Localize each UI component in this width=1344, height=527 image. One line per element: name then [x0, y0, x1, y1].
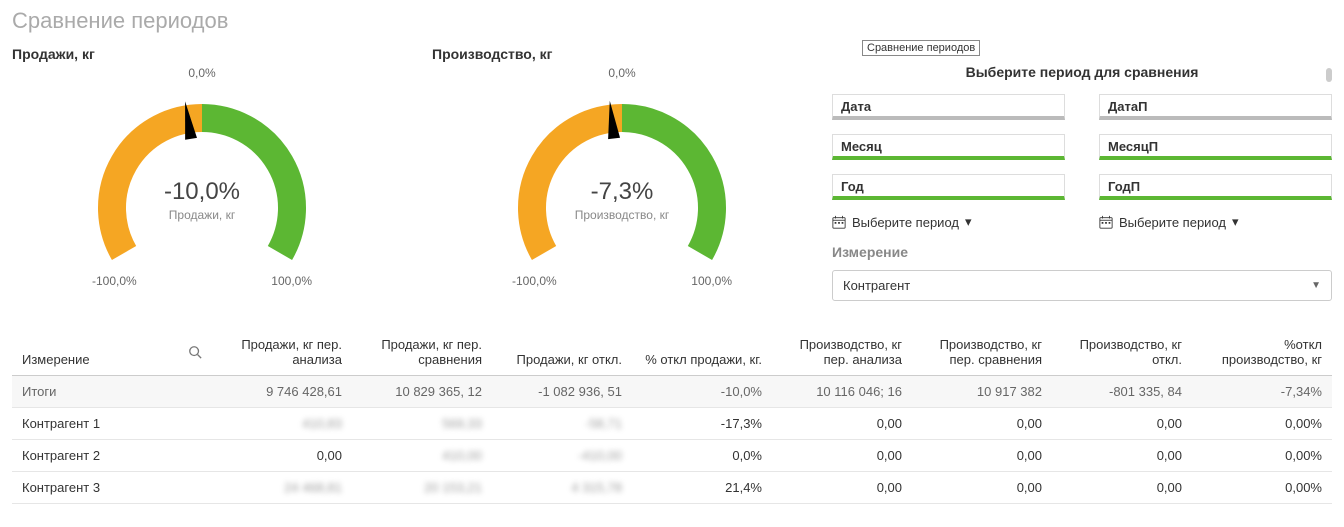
cell: 410,00 — [352, 440, 492, 472]
cell: 410,83 — [212, 408, 352, 440]
column-header: Производство, кг откл. — [1052, 329, 1192, 376]
gauge-min-label: -100,0% — [92, 274, 137, 288]
cell: 0,00% — [1192, 408, 1332, 440]
filter-месяцп[interactable]: МесяцП — [1099, 134, 1332, 160]
gauge-value: -10,0% — [52, 178, 352, 206]
chevron-down-icon: ▾ — [965, 214, 972, 230]
table-row: Контрагент 1410,83569,33-58,71-17,3%0,00… — [12, 408, 1332, 440]
column-header: Продажи, кг откл. — [492, 329, 632, 376]
gauge-sublabel: Производство, кг — [472, 208, 772, 222]
filter-месяц[interactable]: Месяц — [832, 134, 1065, 160]
cell: 0,00 — [1052, 408, 1192, 440]
cell: -410,00 — [492, 440, 632, 472]
gauge-zero-label: 0,0% — [608, 66, 635, 80]
column-header: Производство, кг пер. анализа — [772, 329, 912, 376]
chevron-down-icon: ▾ — [1232, 214, 1239, 230]
cell: 20 153,21 — [352, 472, 492, 504]
cell: 0,00% — [1192, 440, 1332, 472]
column-header: Продажи, кг пер. анализа — [212, 329, 352, 376]
cell: 10 829 365, 12 — [352, 376, 492, 408]
totals-row: Итоги9 746 428,6110 829 365, 12-1 082 93… — [12, 376, 1332, 408]
cell: -10,0% — [632, 376, 772, 408]
row-label: Контрагент 2 — [12, 440, 212, 472]
cell: 0,00 — [212, 440, 352, 472]
scrollbar-thumb[interactable] — [1326, 68, 1332, 82]
cell: 24 468,81 — [212, 472, 352, 504]
column-header: Продажи, кг пер. сравнения — [352, 329, 492, 376]
row-label: Контрагент 3 — [12, 472, 212, 504]
column-header: Измерение — [12, 329, 212, 376]
dimension-dropdown-value: Контрагент — [843, 278, 910, 293]
column-header: % откл продажи, кг. — [632, 329, 772, 376]
filter-датап[interactable]: ДатаП — [1099, 94, 1332, 120]
table-row: Контрагент 20,00410,00-410,000,0%0,000,0… — [12, 440, 1332, 472]
period-picker-right-label: Выберите период — [1119, 215, 1226, 230]
row-label: Итоги — [12, 376, 212, 408]
sidebar-badge: Сравнение периодов — [862, 40, 980, 56]
gauge-sublabel: Продажи, кг — [52, 208, 352, 222]
period-picker-left-label: Выберите период — [852, 215, 959, 230]
dimension-label: Измерение — [832, 244, 1332, 260]
cell: -1 082 936, 51 — [492, 376, 632, 408]
gauge-1: Производство, кг 0,0% -7,3% Производство… — [432, 46, 812, 288]
filter-годп[interactable]: ГодП — [1099, 174, 1332, 200]
cell: 0,00 — [912, 408, 1052, 440]
gauge-min-label: -100,0% — [512, 274, 557, 288]
column-header: Производство, кг пер. сравнения — [912, 329, 1052, 376]
gauge-title: Продажи, кг — [12, 46, 392, 62]
cell: -801 335, 84 — [1052, 376, 1192, 408]
sidebar: Сравнение периодов Выберите период для с… — [812, 46, 1332, 301]
cell: 0,0% — [632, 440, 772, 472]
cell: 0,00 — [912, 472, 1052, 504]
gauge-zero-label: 0,0% — [188, 66, 215, 80]
cell: 9 746 428,61 — [212, 376, 352, 408]
cell: 0,00 — [1052, 472, 1192, 504]
row-label: Контрагент 1 — [12, 408, 212, 440]
cell: 0,00 — [772, 440, 912, 472]
gauge-max-label: 100,0% — [271, 274, 312, 288]
period-picker-right[interactable]: Выберите период ▾ — [1099, 214, 1332, 230]
gauge-title: Производство, кг — [432, 46, 812, 62]
cell: 569,33 — [352, 408, 492, 440]
gauge-value: -7,3% — [472, 178, 772, 206]
cell: 0,00 — [772, 472, 912, 504]
calendar-icon — [832, 215, 846, 229]
chevron-down-icon: ▼ — [1311, 280, 1321, 291]
comparison-table: ИзмерениеПродажи, кг пер. анализаПродажи… — [12, 329, 1332, 504]
cell: 4 315,78 — [492, 472, 632, 504]
dimension-dropdown[interactable]: Контрагент ▼ — [832, 270, 1332, 301]
cell: -17,3% — [632, 408, 772, 440]
cell: 10 116 046; 16 — [772, 376, 912, 408]
sidebar-title: Выберите период для сравнения — [832, 64, 1332, 80]
cell: 0,00 — [1052, 440, 1192, 472]
gauge-0: Продажи, кг 0,0% -10,0% Продажи, кг -100… — [12, 46, 392, 288]
cell: -7,34% — [1192, 376, 1332, 408]
period-picker-left[interactable]: Выберите период ▾ — [832, 214, 1065, 230]
cell: -58,71 — [492, 408, 632, 440]
page-title: Сравнение периодов — [12, 8, 1332, 34]
calendar-icon — [1099, 215, 1113, 229]
search-icon[interactable] — [188, 345, 202, 359]
column-header: %откл производство, кг — [1192, 329, 1332, 376]
cell: 21,4% — [632, 472, 772, 504]
gauge-max-label: 100,0% — [691, 274, 732, 288]
table-row: Контрагент 324 468,8120 153,214 315,7821… — [12, 472, 1332, 504]
cell: 10 917 382 — [912, 376, 1052, 408]
filter-год[interactable]: Год — [832, 174, 1065, 200]
cell: 0,00 — [912, 440, 1052, 472]
filter-дата[interactable]: Дата — [832, 94, 1065, 120]
cell: 0,00% — [1192, 472, 1332, 504]
cell: 0,00 — [772, 408, 912, 440]
